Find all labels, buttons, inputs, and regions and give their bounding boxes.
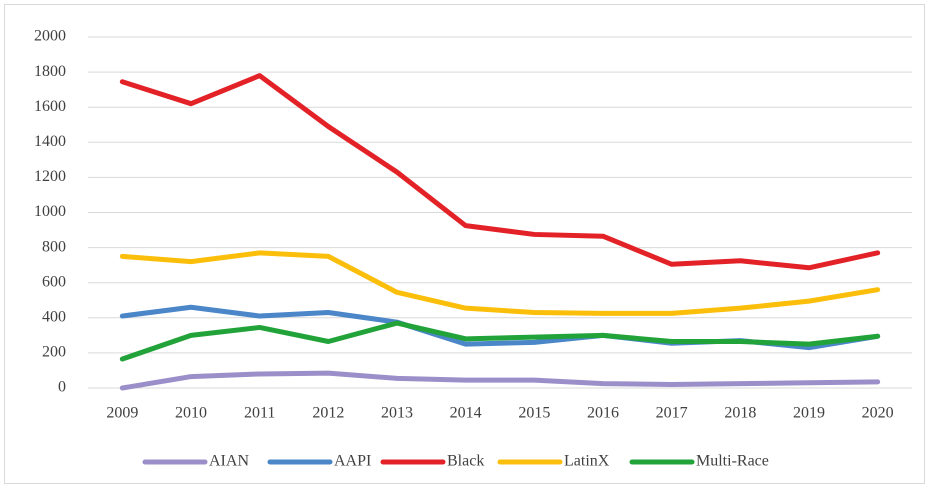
x-tick-label: 2012 [312,405,344,422]
legend-label: AIAN [209,453,249,470]
x-tick-label: 2010 [175,405,207,422]
y-tick-label: 600 [42,273,66,290]
x-tick-label: 2016 [587,405,619,422]
chart-border [4,4,925,484]
x-tick-label: 2011 [244,405,275,422]
legend-label: Black [447,453,484,470]
y-tick-label: 1600 [34,98,66,115]
x-tick-label: 2013 [381,405,413,422]
y-tick-label: 1800 [34,63,66,80]
x-tick-label: 2019 [793,405,825,422]
legend-label: LatinX [564,453,610,470]
x-tick-label: 2017 [656,405,688,422]
data-line [119,250,881,316]
legend-label: Multi-Race [696,453,769,470]
data-line [119,320,881,362]
y-tick-label: 1000 [34,203,66,220]
x-tick-label: 2009 [106,405,138,422]
x-tick-label: 2020 [862,405,894,422]
y-tick-label: 800 [42,238,66,255]
legend-label: AAPI [334,453,371,470]
y-tick-label: 1200 [34,168,66,185]
y-tick-label: 200 [42,344,66,361]
y-tick-label: 0 [58,379,66,396]
data-line [119,73,881,271]
x-tick-label: 2015 [518,405,550,422]
y-tick-label: 400 [42,308,66,325]
y-tick-label: 1400 [34,133,66,150]
y-tick-label: 2000 [34,28,66,45]
x-tick-label: 2018 [724,405,756,422]
data-line [119,370,881,391]
x-tick-label: 2014 [450,405,482,422]
